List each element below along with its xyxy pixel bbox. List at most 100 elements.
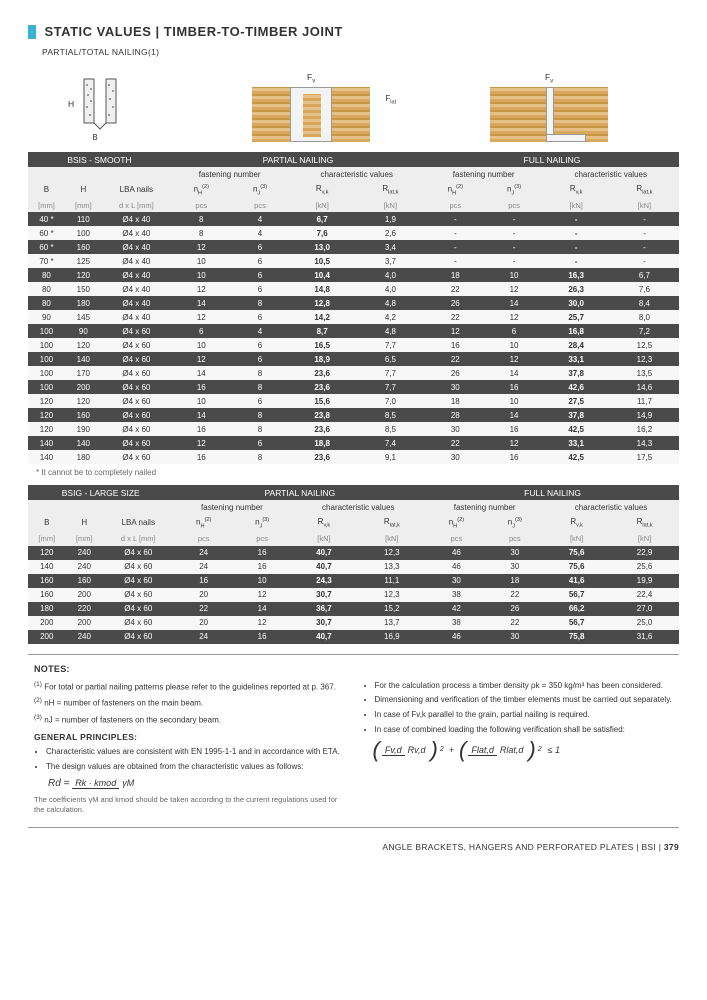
table-cell: 20 bbox=[173, 616, 233, 630]
table-cell: 12 bbox=[486, 436, 543, 450]
table-cell: 150 bbox=[65, 282, 102, 296]
table-cell: - bbox=[542, 240, 609, 254]
table-cell: 46 bbox=[426, 560, 486, 574]
table-cell: 60 * bbox=[28, 226, 65, 240]
table-cell: 41,6 bbox=[543, 574, 610, 588]
table-cell: 26 bbox=[425, 366, 486, 380]
table-cell: 100 bbox=[28, 366, 65, 380]
unit-header: [kN] bbox=[290, 532, 357, 546]
label-h: H bbox=[68, 99, 74, 109]
table-cell: 90 bbox=[65, 324, 102, 338]
table-cell: 16 bbox=[171, 380, 232, 394]
table-cell: 28,4 bbox=[542, 338, 609, 352]
unit-header: [kN] bbox=[288, 198, 355, 212]
table-cell: 12,8 bbox=[288, 296, 355, 310]
section-header: FULL NAILING bbox=[426, 485, 679, 500]
col-header: H bbox=[66, 514, 104, 531]
table-cell: 6 bbox=[232, 282, 289, 296]
table-cell: 100 bbox=[65, 226, 102, 240]
table-cell: 24 bbox=[173, 546, 233, 560]
table-cell: 56,7 bbox=[543, 616, 610, 630]
unit-header: [kN] bbox=[542, 198, 609, 212]
l-bracket-icon bbox=[546, 87, 586, 142]
col-header: LBA nails bbox=[102, 181, 171, 198]
table-cell: 75,8 bbox=[543, 630, 610, 644]
label-fv-2: Fv bbox=[545, 72, 553, 85]
table-cell: 16 bbox=[486, 380, 543, 394]
table-cell: 140 bbox=[28, 450, 65, 464]
table-cell: 16 bbox=[234, 560, 291, 574]
accent-bar bbox=[28, 25, 36, 39]
diagrams-row: H B Fv Flat bbox=[28, 67, 679, 142]
table-cell: 7,2 bbox=[610, 324, 679, 338]
unit-header: [mm] bbox=[28, 198, 65, 212]
table-cell: 8 bbox=[232, 422, 289, 436]
group-header: characteristic values bbox=[542, 167, 679, 181]
col-header: LBA nails bbox=[103, 514, 173, 531]
table-cell: 10 bbox=[486, 268, 543, 282]
table-cell: 100 bbox=[28, 324, 65, 338]
table-cell: 8 bbox=[171, 212, 232, 226]
table-cell: 180 bbox=[65, 296, 102, 310]
table-cell: 14 bbox=[171, 366, 232, 380]
table-cell: 25,0 bbox=[610, 616, 679, 630]
note-right-item: Dimensioning and verification of the tim… bbox=[375, 695, 674, 706]
unit-header: [kN] bbox=[356, 198, 425, 212]
subtitle: PARTIAL/TOTAL NAILING(1) bbox=[28, 47, 679, 57]
unit-header: pcs bbox=[426, 532, 486, 546]
table-cell: 10 bbox=[171, 338, 232, 352]
table-cell: 37,8 bbox=[542, 408, 609, 422]
table-cell: 8,5 bbox=[356, 422, 425, 436]
table-row: 60 *100Ø4 x 40847,62,6---- bbox=[28, 226, 679, 240]
table-cell: Ø4 x 60 bbox=[102, 338, 171, 352]
table-cell: 4,8 bbox=[356, 324, 425, 338]
page-title: STATIC VALUES | TIMBER-TO-TIMBER JOINT bbox=[45, 24, 343, 39]
table-cell: 8 bbox=[232, 450, 289, 464]
table-cell: 25,6 bbox=[610, 560, 679, 574]
table-row: 80150Ø4 x 4012614,84,0221226,37,6 bbox=[28, 282, 679, 296]
note-item: (1) For total or partial nailing pattern… bbox=[34, 681, 345, 693]
table-cell: 240 bbox=[66, 630, 104, 644]
table-cell: 16 bbox=[425, 338, 486, 352]
table-cell: 9,1 bbox=[356, 450, 425, 464]
table-cell: 6 bbox=[232, 394, 289, 408]
table-cell: 16 bbox=[234, 546, 291, 560]
table-cell: 100 bbox=[28, 352, 65, 366]
table-cell: 30 bbox=[487, 546, 544, 560]
table-cell: 42,6 bbox=[542, 380, 609, 394]
table-row: 100140Ø4 x 6012618,96,5221233,112,3 bbox=[28, 352, 679, 366]
table-cell: 25,7 bbox=[542, 310, 609, 324]
table-cell: 14 bbox=[171, 296, 232, 310]
table-row: 60 *160Ø4 x 4012613,03,4---- bbox=[28, 240, 679, 254]
table-cell: 6 bbox=[232, 310, 289, 324]
table-cell: 18,9 bbox=[288, 352, 355, 366]
table-cell: 2,6 bbox=[356, 226, 425, 240]
table-cell: - bbox=[486, 254, 543, 268]
table-cell: 6 bbox=[232, 436, 289, 450]
table-cell: 12 bbox=[171, 282, 232, 296]
col-header: nJ(3) bbox=[232, 181, 289, 198]
unit-header: [mm] bbox=[28, 532, 66, 546]
table-cell: 12 bbox=[234, 616, 291, 630]
table-cell: 200 bbox=[66, 616, 104, 630]
table-row: 140240Ø4 x 60241640,713,3463075,625,6 bbox=[28, 560, 679, 574]
table-cell: 14 bbox=[486, 366, 543, 380]
table-cell: 30 bbox=[487, 560, 544, 574]
table-cell: - bbox=[486, 226, 543, 240]
table-cell: 16,5 bbox=[288, 338, 355, 352]
table-cell: 4 bbox=[232, 324, 289, 338]
unit-header: [kN] bbox=[543, 532, 610, 546]
table-cell: 70 * bbox=[28, 254, 65, 268]
table-cell: 6 bbox=[232, 254, 289, 268]
table-row: 100170Ø4 x 6014823,67,7261437,813,5 bbox=[28, 366, 679, 380]
table-cell: 18 bbox=[425, 268, 486, 282]
gp-item: Characteristic values are consistent wit… bbox=[46, 747, 345, 758]
table-cell: 40,7 bbox=[290, 546, 357, 560]
table-cell: Ø4 x 40 bbox=[102, 296, 171, 310]
table-cell: Ø4 x 60 bbox=[103, 560, 173, 574]
table-cell: 6 bbox=[232, 240, 289, 254]
table-name: BSIG - LARGE SIZE bbox=[28, 485, 173, 500]
table-row: 120190Ø4 x 6016823,68,5301642,516,2 bbox=[28, 422, 679, 436]
col-header: nH(2) bbox=[173, 514, 233, 531]
diagram-u-hanger: Fv Flat bbox=[252, 72, 370, 142]
